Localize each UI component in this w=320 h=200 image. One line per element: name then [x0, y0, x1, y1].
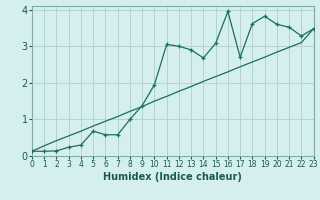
X-axis label: Humidex (Indice chaleur): Humidex (Indice chaleur) — [103, 172, 242, 182]
